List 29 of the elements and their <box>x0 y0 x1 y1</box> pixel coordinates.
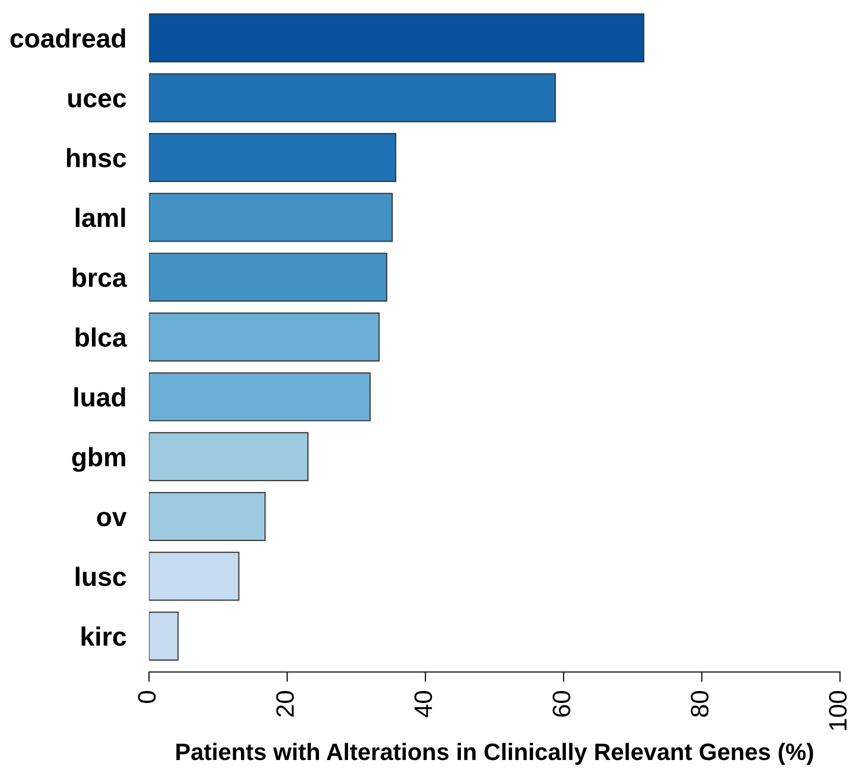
bar <box>149 252 388 302</box>
bar <box>149 432 308 482</box>
bar <box>149 73 556 122</box>
bar <box>149 612 179 661</box>
y-tick-label: coadread <box>10 28 126 48</box>
y-tick-label: hnsc <box>67 148 126 168</box>
bar <box>149 192 393 242</box>
x-tick-label: 100 <box>829 691 847 730</box>
bar <box>149 13 644 62</box>
y-tick-label: kirc <box>82 626 126 646</box>
y-tick-label: ov <box>97 512 127 526</box>
y-tick-label: lusc <box>76 566 126 586</box>
x-tick-label: 20 <box>276 691 294 717</box>
x-tick-label: 40 <box>414 691 432 718</box>
bar <box>149 372 371 422</box>
bar <box>149 492 266 541</box>
y-tick-label: luad <box>74 387 126 407</box>
bar <box>149 312 380 362</box>
x-axis-title: Patients with Alterations in Clinically Relevant Genes (%) <box>176 742 814 765</box>
bar <box>149 552 240 601</box>
x-tick-label: 60 <box>552 691 570 717</box>
bar <box>149 133 396 182</box>
y-tick-label: laml <box>76 208 125 228</box>
x-tick-label: 0 <box>138 691 156 703</box>
x-tick-label: 80 <box>690 691 709 717</box>
y-tick-label: ucec <box>68 93 126 108</box>
y-tick-label: blca <box>76 327 127 347</box>
y-tick-label: gbm <box>72 447 126 472</box>
y-tick-label: brca <box>72 268 127 287</box>
